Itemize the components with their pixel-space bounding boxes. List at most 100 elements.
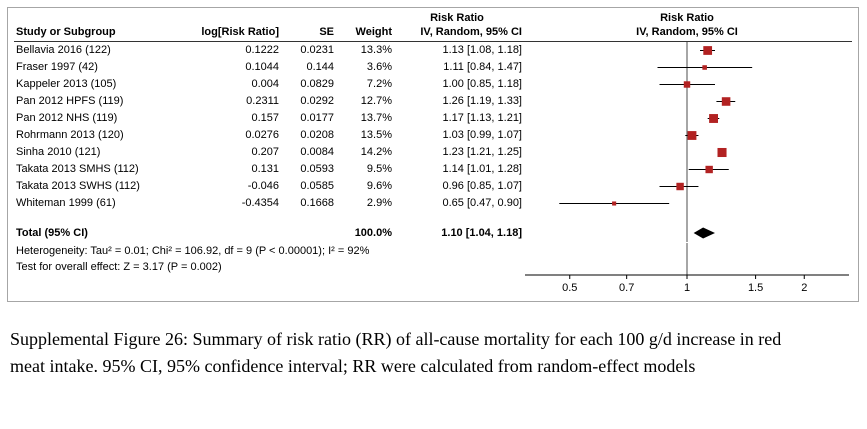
study-name: Kappeler 2013 (105)	[16, 78, 117, 90]
ci-text: 1.26 [1.19, 1.33]	[442, 95, 522, 107]
weight-value: 13.7%	[360, 112, 392, 124]
ci-text: 1.13 [1.08, 1.18]	[442, 44, 522, 56]
ci-plot-cell	[522, 76, 852, 93]
study-row: Pan 2012 NHS (119) 0.157 0.0177 13.7% 1.17 […	[14, 110, 852, 127]
total-diamond	[693, 227, 715, 239]
point-estimate-marker	[721, 97, 731, 106]
total-plot-cell	[522, 224, 852, 242]
plot-row-svg	[659, 76, 715, 93]
log-risk-ratio: 0.1222	[245, 44, 279, 56]
weight-value: 3.6%	[366, 61, 392, 73]
log-risk-ratio: 0.207	[251, 146, 279, 158]
forest-plot-figure: Risk Ratio Risk Ratio Study or Subgroup …	[7, 7, 859, 302]
heterogeneity-text: Heterogeneity: Tau² = 0.01; Chi² = 106.9…	[16, 245, 370, 257]
ci-plot-cell	[522, 110, 852, 127]
axis-tick-label: 1.5	[748, 282, 763, 294]
point-estimate-marker	[687, 131, 697, 140]
axis-tick-label: 2	[801, 282, 807, 294]
point-estimate-marker	[703, 46, 713, 55]
se-value: 0.0231	[300, 44, 334, 56]
figure-footer: Heterogeneity: Tau² = 0.01; Chi² = 106.9…	[14, 243, 852, 297]
weight-value: 14.2%	[360, 146, 392, 158]
weight-value: 12.7%	[360, 95, 392, 107]
spacer-plot-cell	[522, 212, 852, 224]
se-column-header: SE	[319, 26, 334, 38]
study-rows: Bellavia 2016 (122) 0.1222 0.0231 13.3% 1.13…	[14, 42, 852, 224]
ci-text: 1.00 [0.85, 1.18]	[442, 78, 522, 90]
study-name: Fraser 1997 (42)	[16, 61, 98, 73]
figure-caption: Supplemental Figure 26: Summary of risk …	[10, 329, 782, 376]
ci-column-title: Risk Ratio	[430, 12, 484, 24]
study-row: Sinha 2010 (121) 0.207 0.0084 14.2% 1.23 [1.…	[14, 144, 852, 161]
log-risk-ratio: 0.1044	[245, 61, 279, 73]
se-value: 0.0593	[300, 163, 334, 175]
plot-row-svg	[685, 127, 699, 144]
log-risk-ratio: 0.157	[251, 112, 279, 124]
spacer-row	[14, 212, 852, 224]
se-value: 0.0585	[300, 180, 334, 192]
ci-plot-cell	[522, 59, 852, 76]
total-row: Total (95% CI) 100.0% 1.10 [1.04, 1.18]	[14, 224, 852, 242]
footnotes: Heterogeneity: Tau² = 0.01; Chi² = 106.9…	[14, 243, 522, 297]
ci-plot-cell	[522, 93, 852, 110]
point-estimate-marker	[683, 81, 691, 88]
header-row-titles: Risk Ratio Risk Ratio	[14, 11, 852, 25]
study-name: Pan 2012 NHS (119)	[16, 112, 118, 124]
ci-text: 1.23 [1.21, 1.25]	[442, 146, 522, 158]
ci-text: 1.03 [0.99, 1.07]	[442, 129, 522, 141]
se-value: 0.0084	[300, 146, 334, 158]
study-name: Rohrmann 2013 (120)	[16, 129, 124, 141]
point-estimate-marker	[612, 201, 617, 206]
ci-text: 0.96 [0.85, 1.07]	[442, 180, 522, 192]
log-risk-ratio: 0.004	[251, 78, 279, 90]
ci-plot-cell	[522, 144, 852, 161]
axis-svg: 0.5 0.7 1 1.5 2	[525, 243, 849, 294]
weight-value: 9.5%	[366, 163, 392, 175]
study-name: Whiteman 1999 (61)	[16, 197, 116, 209]
ci-text: 0.65 [0.47, 0.90]	[442, 197, 522, 209]
axis-tick-label: 0.7	[619, 282, 634, 294]
study-row: Bellavia 2016 (122) 0.1222 0.0231 13.3% 1.13…	[14, 42, 852, 59]
point-estimate-marker	[702, 65, 707, 70]
plot-row-svg	[559, 195, 688, 212]
log-risk-ratio: 0.2311	[246, 95, 279, 107]
study-name: Pan 2012 HPFS (119)	[16, 95, 124, 107]
log-risk-ratio: 0.131	[251, 163, 279, 175]
axis-tick-label: 1	[684, 282, 690, 294]
weight-value: 13.3%	[360, 44, 392, 56]
study-row: Kappeler 2013 (105) 0.004 0.0829 7.2% 1.00 […	[14, 76, 852, 93]
plot-row-svg	[686, 144, 727, 161]
study-row: Rohrmann 2013 (120) 0.0276 0.0208 13.5% 1.03…	[14, 127, 852, 144]
se-value: 0.144	[306, 61, 334, 73]
total-ci-text: 1.10 [1.04, 1.18]	[441, 227, 522, 239]
ci-plot-cell	[522, 161, 852, 178]
ci-plot-cell	[522, 195, 852, 212]
plot-row-svg	[686, 161, 729, 178]
total-weight: 100.0%	[354, 227, 392, 239]
point-estimate-marker	[709, 114, 719, 123]
plot-row-svg	[686, 224, 715, 242]
point-estimate-marker	[676, 182, 684, 191]
study-name: Sinha 2010 (121)	[16, 146, 101, 158]
weight-value: 2.9%	[366, 197, 392, 209]
study-row: Whiteman 1999 (61) -0.4354 0.1668 2.9% 0.65 …	[14, 195, 852, 212]
se-value: 0.0292	[300, 95, 334, 107]
ci-text: 1.11 [0.84, 1.47]	[443, 61, 522, 73]
plot-row-svg	[657, 59, 753, 76]
point-estimate-marker	[717, 147, 727, 158]
study-row: Takata 2013 SWHS (112) -0.046 0.0585 9.6% 0.…	[14, 178, 852, 195]
study-row: Takata 2013 SMHS (112) 0.131 0.0593 9.5% 1.1…	[14, 161, 852, 178]
study-row: Fraser 1997 (42) 0.1044 0.144 3.6% 1.11 [0.8…	[14, 59, 852, 76]
point-estimate-marker	[705, 165, 713, 174]
plot-row-svg	[686, 42, 715, 59]
log-risk-ratio: -0.4354	[241, 197, 279, 209]
ci-text: 1.14 [1.01, 1.28]	[442, 163, 522, 175]
axis-tick-label: 0.5	[562, 282, 577, 294]
ci-plot-cell	[522, 127, 852, 144]
ci-column-subheader: IV, Random, 95% CI	[420, 26, 522, 38]
ci-plot-cell	[522, 42, 852, 59]
plot-column-title: Risk Ratio	[660, 12, 714, 24]
header-row-columns: Study or Subgroup log[Risk Ratio] SE Wei…	[14, 25, 852, 42]
ci-plot-cell	[522, 178, 852, 195]
weight-value: 7.2%	[366, 78, 392, 90]
